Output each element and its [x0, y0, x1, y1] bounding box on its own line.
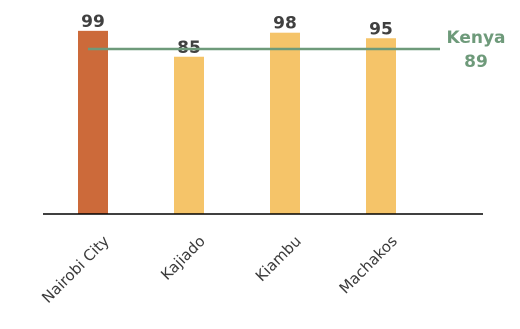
- category-label-machakos: Machakos: [336, 232, 401, 297]
- value-label-kiambu: 98: [273, 14, 297, 34]
- reference-line-label: Kenya: [446, 28, 505, 48]
- category-label-nairobi-city: Nairobi City: [38, 232, 113, 307]
- value-label-nairobi-city: 99: [81, 12, 105, 32]
- reference-line-value: 89: [464, 52, 488, 72]
- category-labels-group: Nairobi City Kajiado Kiambu Machakos: [38, 232, 401, 307]
- category-label-kiambu: Kiambu: [252, 232, 305, 285]
- bar-kiambu: [270, 32, 300, 215]
- bar-machakos: [366, 38, 396, 214]
- bar-kajiado: [174, 56, 204, 214]
- value-label-machakos: 95: [369, 19, 393, 39]
- category-label-kajiado: Kajiado: [157, 232, 209, 284]
- bar-nairobi-city: [78, 30, 108, 214]
- bars-group: [78, 30, 396, 215]
- value-labels-group: 99859895: [81, 12, 393, 58]
